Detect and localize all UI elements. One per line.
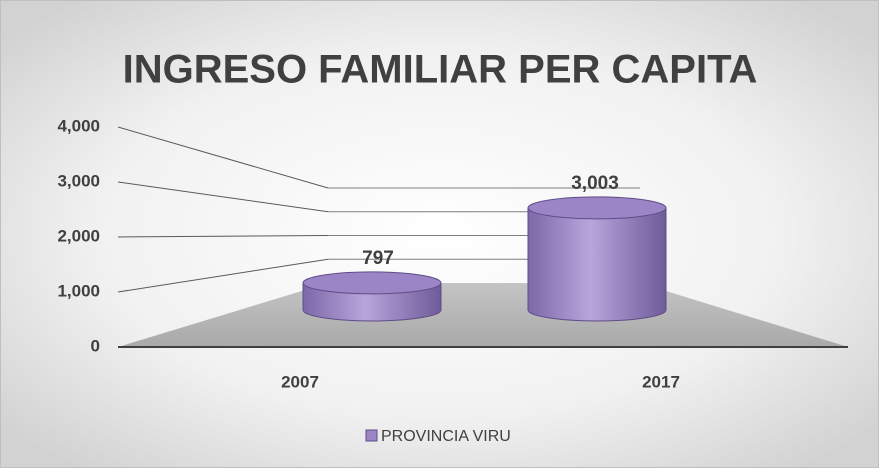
cylinder-top: [527, 196, 667, 220]
y-tick-label: 4,000: [57, 116, 100, 135]
legend-label: PROVINCIA VIRU: [381, 428, 511, 445]
grid-line: [117, 181, 329, 213]
x-tick-label: 2007: [281, 372, 319, 391]
legend-swatch: [365, 429, 378, 442]
data-label: 797: [362, 248, 394, 269]
grid-line: [117, 258, 329, 293]
y-tick-label: 0: [91, 336, 100, 355]
bar: [527, 196, 667, 322]
cylinder-body: [527, 207, 667, 322]
grid-line: [117, 235, 329, 238]
y-tick-label: 1,000: [57, 281, 100, 300]
grid-line: [117, 126, 329, 189]
cylinder-top: [302, 271, 442, 295]
data-label: 3,003: [571, 173, 619, 194]
y-tick-label: 2,000: [57, 226, 100, 245]
chart-title: INGRESO FAMILIAR PER CAPITA: [123, 48, 758, 92]
x-tick-label: 2017: [642, 372, 680, 391]
bar: [302, 271, 442, 322]
y-tick-label: 3,000: [57, 171, 100, 190]
